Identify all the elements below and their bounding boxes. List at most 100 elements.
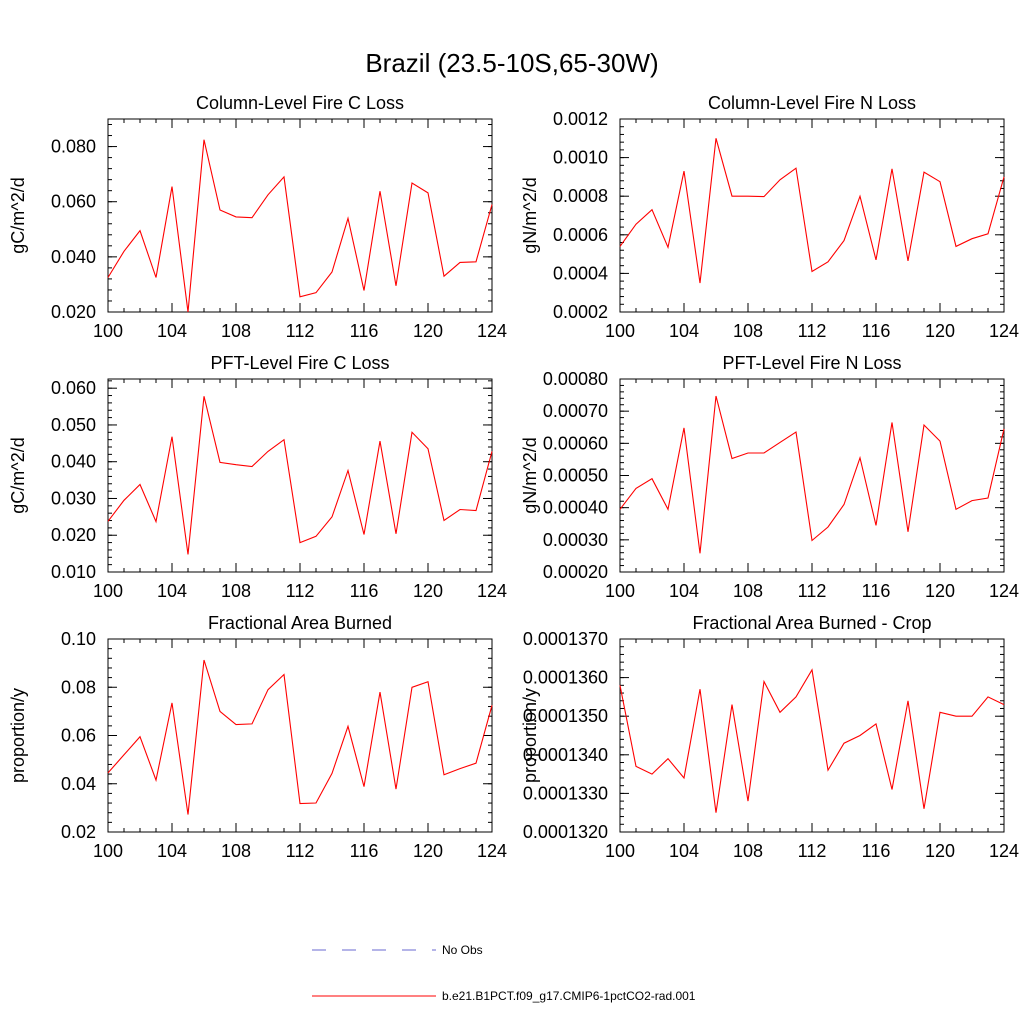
x-tick-label: 116 bbox=[862, 581, 891, 601]
y-tick-label: 0.0001320 bbox=[523, 822, 608, 842]
x-tick-label: 112 bbox=[286, 321, 315, 341]
y-axis-label: gC/m^2/d bbox=[8, 437, 28, 513]
plot-frame bbox=[619, 118, 1005, 313]
legend: No Obs b.e21.B1PCT.f09_g17.CMIP6-1pctCO2-… bbox=[312, 943, 696, 1003]
series-line-1 bbox=[107, 139, 493, 313]
plot-frame bbox=[619, 378, 1005, 573]
y-axis-label: gN/m^2/d bbox=[520, 177, 540, 253]
legend-label-2: b.e21.B1PCT.f09_g17.CMIP6-1pctCO2-rad.00… bbox=[442, 989, 696, 1003]
x-tick-label: 104 bbox=[157, 841, 187, 861]
y-axis-label: gC/m^2/d bbox=[8, 177, 28, 253]
y-tick-label: 0.0008 bbox=[553, 186, 608, 206]
chart-panel-3: 100 104 108 112 116 120 124 0.010 0.020 0.030 0.04… bbox=[8, 353, 507, 601]
y-tick-label: 0.00050 bbox=[543, 466, 608, 486]
y-tick-label: 0.06 bbox=[61, 726, 96, 746]
x-tick-label: 104 bbox=[157, 581, 187, 601]
x-tick-label: 104 bbox=[669, 581, 699, 601]
chart-title: PFT-Level Fire N Loss bbox=[722, 353, 901, 373]
x-tick-label: 100 bbox=[605, 581, 635, 601]
y-tick-label: 0.040 bbox=[51, 452, 96, 472]
y-tick-label: 0.0001350 bbox=[523, 706, 608, 726]
chart-title: Fractional Area Burned bbox=[208, 613, 392, 633]
x-tick-label: 116 bbox=[350, 841, 379, 861]
y-axis-label: proportion/y bbox=[520, 688, 540, 783]
x-tick-label: 100 bbox=[93, 321, 123, 341]
x-tick-label: 116 bbox=[350, 321, 379, 341]
x-tick-label: 120 bbox=[925, 841, 955, 861]
chart-title: Column-Level Fire C Loss bbox=[196, 93, 404, 113]
series-line-1 bbox=[107, 659, 493, 815]
x-tick-label: 100 bbox=[93, 581, 123, 601]
y-tick-label: 0.010 bbox=[51, 562, 96, 582]
x-tick-label: 112 bbox=[286, 581, 315, 601]
x-tick-label: 108 bbox=[221, 321, 251, 341]
x-tick-label: 124 bbox=[989, 581, 1019, 601]
x-tick-label: 100 bbox=[605, 841, 635, 861]
x-tick-label: 104 bbox=[669, 321, 699, 341]
x-tick-label: 124 bbox=[477, 841, 507, 861]
x-tick-label: 120 bbox=[413, 581, 443, 601]
series-line-1 bbox=[107, 396, 493, 555]
x-tick-label: 120 bbox=[413, 321, 443, 341]
x-tick-label: 108 bbox=[221, 581, 251, 601]
y-tick-label: 0.04 bbox=[61, 774, 96, 794]
y-tick-label: 0.02 bbox=[61, 822, 96, 842]
x-tick-label: 120 bbox=[413, 841, 443, 861]
y-tick-label: 0.0001340 bbox=[523, 745, 608, 765]
x-tick-label: 108 bbox=[733, 581, 763, 601]
x-tick-label: 116 bbox=[350, 581, 379, 601]
y-tick-label: 0.0001360 bbox=[523, 668, 608, 688]
y-tick-label: 0.0001370 bbox=[523, 629, 608, 649]
x-tick-label: 100 bbox=[93, 841, 123, 861]
x-tick-label: 108 bbox=[733, 841, 763, 861]
x-tick-label: 108 bbox=[221, 841, 251, 861]
x-tick-label: 116 bbox=[862, 841, 891, 861]
y-tick-label: 0.00020 bbox=[543, 562, 608, 582]
y-tick-label: 0.080 bbox=[51, 137, 96, 157]
chart-title: PFT-Level Fire C Loss bbox=[210, 353, 389, 373]
chart-title: Fractional Area Burned - Crop bbox=[692, 613, 931, 633]
y-tick-label: 0.0010 bbox=[553, 148, 608, 168]
main-title: Brazil (23.5-10S,65-30W) bbox=[365, 48, 658, 78]
x-tick-label: 120 bbox=[925, 321, 955, 341]
chart-panel-4: 100 104 108 112 116 120 124 0.00020 0.00030 0.000… bbox=[520, 353, 1019, 601]
x-tick-label: 124 bbox=[989, 321, 1019, 341]
x-tick-label: 108 bbox=[733, 321, 763, 341]
x-tick-label: 112 bbox=[798, 321, 827, 341]
x-tick-label: 124 bbox=[989, 841, 1019, 861]
x-tick-label: 104 bbox=[669, 841, 699, 861]
y-tick-label: 0.00030 bbox=[543, 530, 608, 550]
x-tick-label: 112 bbox=[798, 581, 827, 601]
y-tick-label: 0.0001330 bbox=[523, 783, 608, 803]
chart-title: Column-Level Fire N Loss bbox=[708, 93, 916, 113]
y-axis-label: gN/m^2/d bbox=[520, 437, 540, 513]
y-tick-label: 0.0004 bbox=[553, 263, 608, 283]
series-line-1 bbox=[619, 395, 1005, 554]
y-tick-label: 0.00040 bbox=[543, 498, 608, 518]
legend-label-1: No Obs bbox=[442, 943, 483, 957]
y-tick-label: 0.00070 bbox=[543, 401, 608, 421]
x-tick-label: 116 bbox=[862, 321, 891, 341]
y-tick-label: 0.020 bbox=[51, 302, 96, 322]
y-tick-label: 0.0012 bbox=[553, 109, 608, 129]
chart-panel-6: 100 104 108 112 116 120 124 0.0001320 0.0001330 0… bbox=[520, 613, 1019, 861]
y-tick-label: 0.0006 bbox=[553, 225, 608, 245]
x-tick-label: 104 bbox=[157, 321, 187, 341]
y-tick-label: 0.00080 bbox=[543, 369, 608, 389]
y-tick-label: 0.08 bbox=[61, 677, 96, 697]
chart-panel-1: 100 104 108 112 116 120 124 0.020 0.040 0.060 0.08… bbox=[8, 93, 507, 341]
y-tick-label: 0.060 bbox=[51, 378, 96, 398]
y-tick-label: 0.00060 bbox=[543, 433, 608, 453]
x-tick-label: 124 bbox=[477, 581, 507, 601]
y-tick-label: 0.050 bbox=[51, 415, 96, 435]
x-tick-label: 120 bbox=[925, 581, 955, 601]
y-axis-label: proportion/y bbox=[8, 688, 28, 783]
chart-panel-5: 100 104 108 112 116 120 124 0.02 0.04 0.06 0.08 0.1… bbox=[8, 613, 507, 861]
series-line-1 bbox=[619, 668, 1005, 813]
x-tick-label: 112 bbox=[798, 841, 827, 861]
y-tick-label: 0.020 bbox=[51, 525, 96, 545]
chart-panel-2: 100 104 108 112 116 120 124 0.0002 0.0004 0.0006 0… bbox=[520, 93, 1019, 341]
y-tick-label: 0.10 bbox=[61, 629, 96, 649]
panel-grid: 100 104 108 112 116 120 124 0.020 0.040 0.060 0.08… bbox=[8, 93, 1019, 861]
